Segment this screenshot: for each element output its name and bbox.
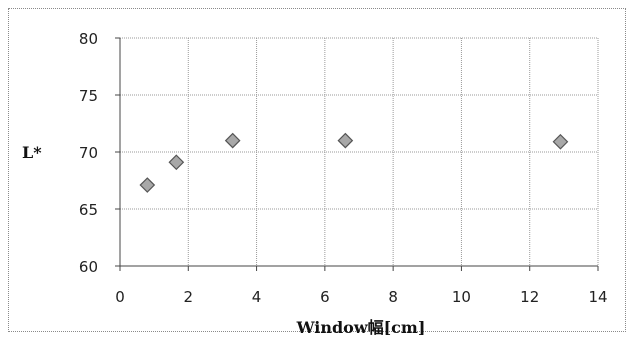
x-tick-label: 0 bbox=[115, 288, 125, 306]
tick-labels: 60 65 70 75 80 0 2 4 6 8 10 12 14 bbox=[79, 30, 608, 306]
chart-area-border bbox=[8, 8, 626, 332]
gridlines bbox=[119, 37, 599, 267]
y-tick-label: 70 bbox=[79, 144, 98, 162]
x-tick-label: 2 bbox=[184, 288, 194, 306]
data-point-diamond bbox=[224, 132, 241, 149]
data-point-diamond bbox=[337, 132, 354, 149]
y-tick-label: 60 bbox=[79, 258, 98, 276]
x-tick-label: 4 bbox=[252, 288, 262, 306]
x-tick-label: 12 bbox=[520, 288, 539, 306]
data-points bbox=[139, 132, 569, 193]
y-tick-label: 80 bbox=[79, 30, 98, 48]
data-point-diamond bbox=[552, 133, 569, 150]
y-axis-title: L* bbox=[22, 143, 42, 162]
x-tick-label: 8 bbox=[388, 288, 398, 306]
axes bbox=[115, 37, 599, 271]
data-point-diamond bbox=[139, 177, 156, 193]
x-tick-label: 10 bbox=[452, 288, 471, 306]
y-tick-label: 65 bbox=[79, 201, 98, 219]
y-tick-label: 75 bbox=[79, 87, 98, 105]
x-axis-title: Window幅[cm] bbox=[296, 318, 426, 337]
x-tick-label: 14 bbox=[588, 288, 607, 306]
x-tick-label: 6 bbox=[320, 288, 330, 306]
data-point-diamond bbox=[168, 154, 185, 171]
